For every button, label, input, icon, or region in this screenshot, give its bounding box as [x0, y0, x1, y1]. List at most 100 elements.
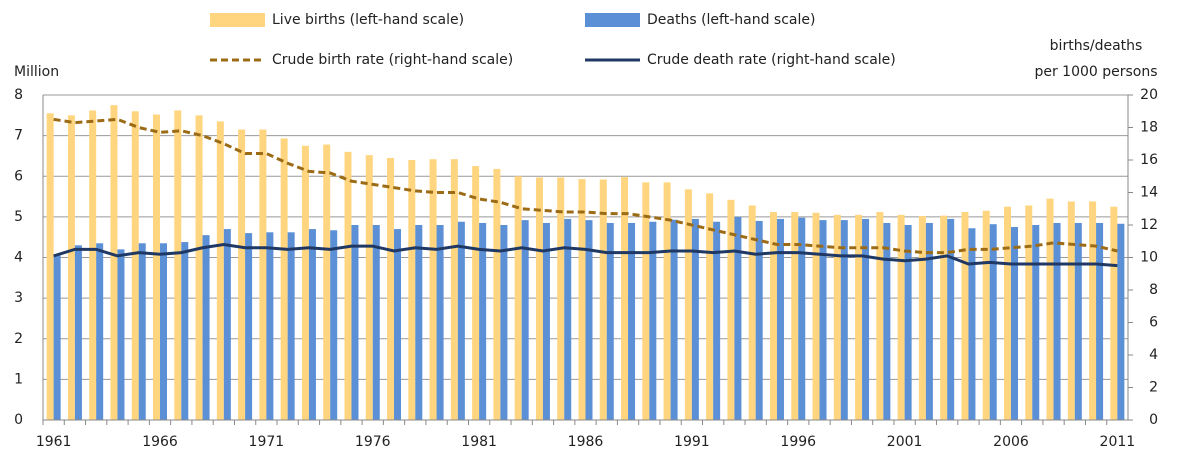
bar — [216, 121, 224, 420]
bar — [1025, 205, 1033, 420]
bar — [1010, 227, 1018, 420]
bar — [74, 245, 82, 420]
bar — [649, 221, 657, 420]
bar — [238, 129, 246, 420]
x-tick-label: 1966 — [142, 434, 178, 450]
bar — [394, 229, 402, 420]
bar — [684, 189, 692, 420]
bar — [578, 179, 586, 420]
legend-label: Deaths (left-hand scale) — [647, 12, 815, 28]
x-tick-label: 1996 — [780, 434, 816, 450]
bar — [1096, 222, 1104, 420]
bar — [110, 105, 118, 420]
bar — [691, 218, 699, 420]
x-tick-label: 2011 — [1100, 434, 1136, 450]
bar — [606, 222, 614, 420]
y-tick-label: 2 — [14, 331, 23, 347]
bar — [663, 182, 671, 420]
y2-tick-label: 6 — [1149, 315, 1158, 331]
x-tick-label: 1961 — [36, 434, 72, 450]
bar — [968, 228, 976, 420]
bar — [621, 177, 629, 420]
y2-tick-label: 18 — [1140, 120, 1158, 136]
bar — [706, 193, 714, 420]
x-tick-label: 2006 — [993, 434, 1029, 450]
bar — [308, 229, 316, 420]
bar — [925, 222, 933, 420]
bar — [521, 220, 529, 420]
bar — [748, 205, 756, 420]
bar — [160, 243, 168, 420]
x-tick-label: 1991 — [674, 434, 710, 450]
x-tick-label: 1986 — [568, 434, 604, 450]
bar — [436, 225, 444, 420]
bar — [961, 212, 969, 420]
bar — [769, 212, 777, 420]
bar — [713, 221, 721, 420]
bar — [947, 218, 955, 420]
bar — [174, 110, 182, 420]
bar — [500, 225, 508, 420]
bar — [46, 113, 54, 420]
bar — [1003, 206, 1011, 420]
bar — [245, 233, 253, 420]
y-axis-label: Million — [14, 64, 59, 80]
y2-axis-label: per 1000 persons — [1034, 64, 1157, 80]
x-tick-label: 1981 — [461, 434, 497, 450]
bar — [670, 219, 678, 420]
bar — [628, 222, 636, 420]
bar — [365, 155, 373, 420]
bar — [450, 159, 458, 420]
y-tick-label: 3 — [14, 290, 23, 306]
bar — [840, 220, 848, 420]
bar — [1110, 206, 1118, 420]
bar — [557, 177, 565, 420]
bar — [727, 199, 735, 420]
bar — [989, 224, 997, 420]
legend-swatch — [210, 13, 265, 27]
bar — [429, 159, 437, 420]
bar — [904, 225, 912, 420]
bar — [642, 182, 650, 420]
bar — [982, 210, 990, 420]
bar — [301, 145, 309, 420]
y-tick-label: 6 — [14, 168, 23, 184]
y2-tick-label: 10 — [1140, 250, 1158, 266]
bar — [897, 214, 905, 420]
bar — [408, 160, 416, 420]
bar — [862, 218, 870, 420]
y2-tick-label: 12 — [1140, 217, 1158, 233]
y-tick-label: 8 — [14, 87, 23, 103]
bar — [415, 225, 423, 420]
bar — [1089, 201, 1097, 420]
bar — [876, 212, 884, 420]
bar — [138, 243, 146, 420]
y2-tick-label: 4 — [1149, 347, 1158, 363]
bar — [1032, 225, 1040, 420]
bar — [195, 115, 203, 420]
bar — [117, 249, 125, 420]
bar — [514, 176, 522, 420]
bar — [131, 111, 139, 420]
bar — [53, 255, 61, 420]
bar — [479, 222, 487, 420]
line — [53, 117, 1118, 255]
bar — [791, 212, 799, 420]
x-tick-label: 1971 — [249, 434, 285, 450]
bar — [1074, 222, 1082, 420]
bar — [387, 157, 395, 420]
legend-label: Crude birth rate (right-hand scale) — [272, 52, 513, 68]
bar — [287, 232, 295, 420]
x-tick-label: 1976 — [355, 434, 391, 450]
bar — [372, 225, 380, 420]
bar — [585, 220, 593, 420]
bar — [819, 220, 827, 420]
bar — [266, 232, 274, 420]
bar — [1046, 198, 1054, 420]
y-tick-label: 1 — [14, 371, 23, 387]
y2-tick-label: 20 — [1140, 87, 1158, 103]
bar — [542, 222, 550, 420]
bar — [323, 144, 331, 420]
y-tick-label: 5 — [14, 209, 23, 225]
